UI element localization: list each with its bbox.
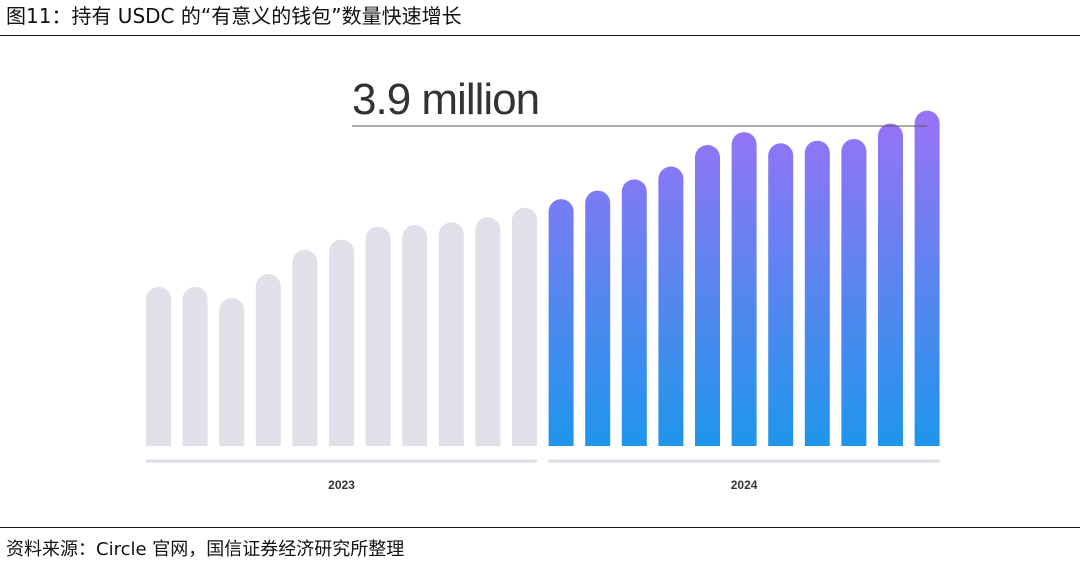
bottom-rule (0, 527, 1080, 528)
bar-2024-7 (768, 143, 794, 446)
bar-2023-7 (365, 226, 391, 446)
bar-2024-3 (621, 179, 647, 446)
bar-2023-2 (182, 286, 208, 446)
bar-2024-6 (731, 132, 757, 446)
bar-2023-10 (475, 217, 501, 446)
bar-2023-1 (146, 286, 171, 446)
bar-2024-4 (658, 166, 684, 446)
bar-2023-4 (255, 274, 281, 446)
source-note: 资料来源：Circle 官网，国信证券经济研究所整理 (6, 539, 405, 560)
bar-2023-3 (219, 298, 245, 446)
bar-2024-10 (878, 123, 903, 446)
bar-2024-11 (914, 110, 940, 446)
top-rule (0, 35, 1080, 36)
bar-2024-2 (585, 190, 611, 446)
year-label-2023: 2023 (328, 478, 355, 492)
figure-title: 图11：持有 USDC 的“有意义的钱包”数量快速增长 (6, 4, 462, 28)
bar-2023-11 (512, 207, 537, 446)
bar-2024-5 (695, 145, 720, 446)
axis-layer: 2023 2024 (146, 459, 940, 492)
peak-annotation-label: 3.9 million (352, 75, 539, 124)
bar-2023-8 (402, 224, 428, 446)
bar-2023-6 (329, 239, 354, 446)
bar-2023-5 (292, 249, 318, 446)
wallet-count-bar-chart: 2023 2024 3.9 million (146, 75, 940, 492)
year-label-2024: 2024 (731, 478, 758, 492)
bar-2024-8 (804, 140, 830, 446)
bar-2024-1 (548, 199, 574, 446)
bars-layer (146, 110, 940, 446)
bar-2023-9 (438, 222, 464, 446)
bar-2024-9 (841, 138, 867, 446)
